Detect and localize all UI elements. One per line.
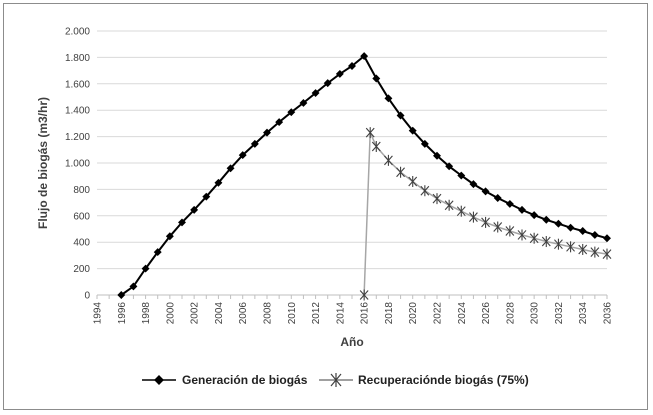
- data-point-recuperacion: [469, 211, 478, 223]
- x-tick-label: 2016: [360, 302, 371, 325]
- x-tick-label: 1998: [141, 302, 152, 325]
- data-point-generacion: [481, 187, 490, 196]
- data-point-generacion: [433, 151, 441, 160]
- data-point-generacion: [493, 194, 502, 202]
- x-tick-label: 2032: [554, 302, 565, 325]
- x-tick-label: 2036: [603, 302, 614, 325]
- data-point-recuperacion: [602, 248, 612, 260]
- legend-label-recuperacion: Recuperacióndе biogás (75%): [358, 373, 529, 387]
- x-tick-label: 2030: [530, 302, 541, 325]
- y-tick-label: 600: [73, 211, 90, 222]
- x-tick-label: 2014: [335, 302, 346, 325]
- x-tick-label: 1996: [117, 302, 128, 325]
- data-point-generacion: [590, 230, 599, 239]
- x-tick-label: 1994: [93, 302, 104, 325]
- data-point-generacion: [178, 218, 186, 227]
- data-point-recuperacion: [505, 225, 515, 237]
- legend-marker-recuperacion: [330, 373, 342, 387]
- data-point-generacion: [165, 232, 174, 241]
- data-point-recuperacion: [444, 199, 454, 211]
- data-point-recuperacion: [420, 185, 430, 197]
- x-tick-label: 2006: [238, 302, 249, 325]
- data-point-recuperacion: [554, 238, 563, 250]
- series-2: [359, 127, 612, 301]
- data-point-recuperacion: [517, 229, 527, 241]
- data-point-recuperacion: [541, 236, 551, 248]
- data-point-generacion: [202, 192, 211, 201]
- data-point-recuperacion: [384, 154, 393, 166]
- x-tick-label: 2022: [433, 302, 444, 325]
- data-point-generacion: [518, 205, 526, 214]
- data-point-generacion: [505, 199, 514, 208]
- data-point-recuperacion: [529, 232, 539, 244]
- chart-frame: 0 200 400 600 800 1.000 1.200 1.400 1.600 1.800 2.…: [3, 3, 648, 410]
- y-tick-label: 200: [73, 264, 90, 275]
- series-layer: [117, 52, 612, 301]
- data-point-recuperacion: [365, 127, 375, 139]
- y-tick-label: 400: [73, 238, 90, 249]
- y-tick-label: 1.400: [65, 106, 90, 117]
- series-line-1: [120, 54, 608, 296]
- data-point-generacion: [566, 223, 575, 232]
- data-point-generacion: [250, 139, 259, 148]
- axis-layer: 0 200 400 600 800 1.000 1.200 1.400 1.600 1.800 2.…: [65, 27, 614, 325]
- data-point-recuperacion: [590, 246, 600, 258]
- x-tick-label: 2026: [481, 302, 492, 325]
- data-point-generacion: [420, 139, 429, 148]
- y-tick-label: 2.000: [65, 27, 90, 38]
- data-point-recuperacion: [371, 141, 381, 152]
- data-point-generacion: [214, 178, 223, 187]
- legend-item-recuperacion: Recuperacióndе biogás (75%): [319, 373, 529, 387]
- data-point-recuperacion: [396, 166, 405, 178]
- y-tick-label: 1.200: [65, 132, 90, 143]
- x-tick-label: 2024: [457, 302, 468, 325]
- y-tick-label: 1.800: [65, 53, 90, 64]
- legend-item-generacion: Generación de biogás: [142, 373, 308, 387]
- y-tick-label: 1.000: [65, 159, 90, 170]
- data-point-recuperacion: [493, 221, 503, 233]
- x-tick-label: 2020: [408, 302, 419, 325]
- data-point-recuperacion: [408, 175, 418, 187]
- data-point-recuperacion: [481, 216, 490, 228]
- data-point-generacion: [190, 205, 199, 214]
- biogas-line-chart: 0 200 400 600 800 1.000 1.200 1.400 1.600 1.800 2.…: [36, 27, 614, 387]
- legend: Generación de biogás Recuperacióndе biog…: [142, 373, 529, 387]
- grid-layer: [97, 30, 607, 270]
- legend-marker-generacion: [154, 375, 164, 385]
- data-point-generacion: [530, 211, 539, 220]
- data-point-generacion: [238, 151, 247, 160]
- data-point-generacion: [153, 248, 162, 257]
- data-point-generacion: [457, 171, 466, 180]
- data-point-recuperacion: [578, 243, 588, 255]
- data-point-recuperacion: [456, 205, 466, 217]
- data-point-generacion: [554, 219, 563, 228]
- data-point-generacion: [603, 234, 611, 243]
- x-axis-title: Año: [340, 335, 363, 349]
- y-tick-label: 0: [84, 291, 90, 302]
- x-tick-label: 2018: [384, 302, 395, 325]
- y-tick-label: 1.600: [65, 79, 90, 90]
- x-tick-label: 2012: [311, 302, 322, 325]
- series-line-2: [363, 132, 608, 296]
- y-tick-label: 800: [73, 185, 90, 196]
- data-point-generacion: [578, 227, 587, 235]
- x-tick-label: 2034: [578, 302, 589, 325]
- data-point-generacion: [445, 162, 454, 171]
- data-point-recuperacion: [359, 289, 369, 301]
- x-tick-label: 2008: [263, 302, 274, 325]
- data-point-generacion: [226, 164, 235, 173]
- y-axis-title: Flujo de biogás (m3/hr): [36, 97, 50, 229]
- x-tick-label: 2010: [287, 302, 298, 325]
- x-tick-label: 2000: [165, 302, 176, 325]
- data-point-generacion: [141, 264, 150, 273]
- data-point-recuperacion: [432, 193, 442, 205]
- x-tick-label: 2002: [190, 302, 201, 325]
- x-tick-label: 2028: [505, 302, 516, 325]
- data-point-recuperacion: [566, 241, 575, 253]
- data-point-generacion: [469, 180, 478, 189]
- series-1: [117, 52, 611, 299]
- x-tick-label: 2004: [214, 302, 225, 325]
- data-point-generacion: [542, 215, 551, 224]
- legend-label-generacion: Generación de biogás: [182, 373, 308, 387]
